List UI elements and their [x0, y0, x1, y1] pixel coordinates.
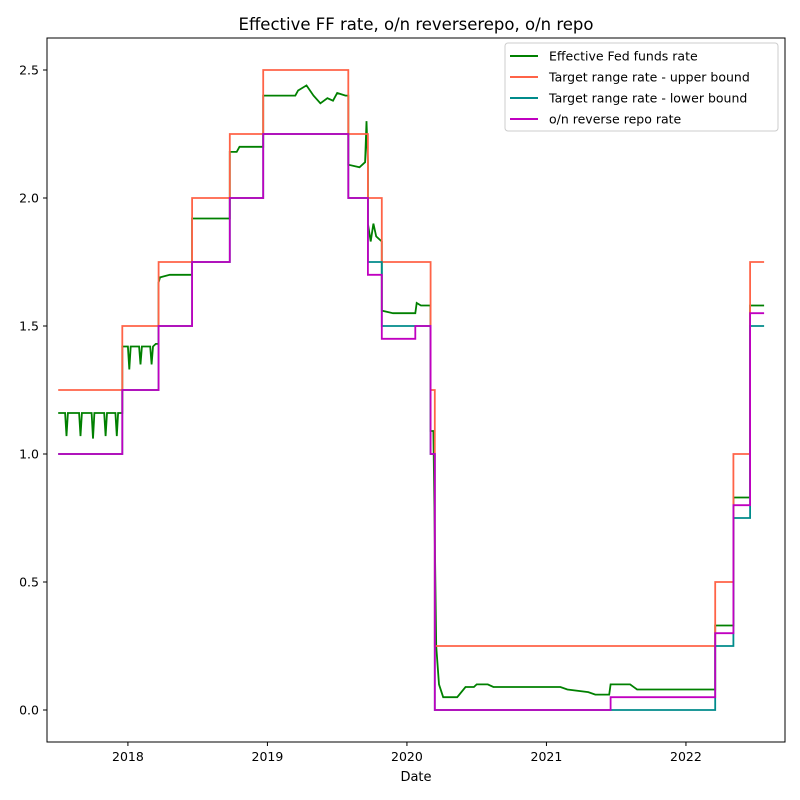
series-line-2 — [58, 69, 765, 647]
series-line-3 — [58, 133, 765, 711]
legend-label-3: Target range rate - lower bound — [548, 91, 747, 106]
plot-frame — [46, 37, 786, 743]
y-tick-label: 1.5 — [19, 319, 39, 334]
legend: Effective Fed funds rate Target range rat… — [504, 42, 779, 132]
y-tick-label: 2.5 — [19, 63, 39, 78]
y-tick-label: 0.0 — [19, 703, 39, 718]
series-line-1 — [58, 84, 765, 699]
x-axis: 2018 2019 2020 2021 2022 — [112, 742, 702, 764]
y-tick-label: 1.0 — [19, 447, 39, 462]
x-tick-label: 2018 — [112, 749, 144, 764]
legend-label-2: Target range rate - upper bound — [548, 70, 750, 85]
x-tick-label: 2022 — [670, 749, 702, 764]
x-tick-label: 2021 — [531, 749, 563, 764]
y-tick-label: 0.5 — [19, 575, 39, 590]
series-line-4 — [58, 133, 765, 711]
legend-label-1: Effective Fed funds rate — [549, 49, 698, 64]
plot-area — [58, 69, 765, 711]
x-tick-label: 2020 — [391, 749, 423, 764]
chart-title: Effective FF rate, o/n reverserepo, o/n … — [239, 15, 594, 34]
legend-label-4: o/n reverse repo rate — [549, 112, 682, 127]
x-axis-label: Date — [400, 770, 431, 785]
x-tick-label: 2019 — [252, 749, 284, 764]
legend-box — [504, 42, 779, 132]
y-tick-label: 2.0 — [19, 191, 39, 206]
y-axis: 0.0 0.5 1.0 1.5 2.0 2.5 — [19, 63, 47, 718]
